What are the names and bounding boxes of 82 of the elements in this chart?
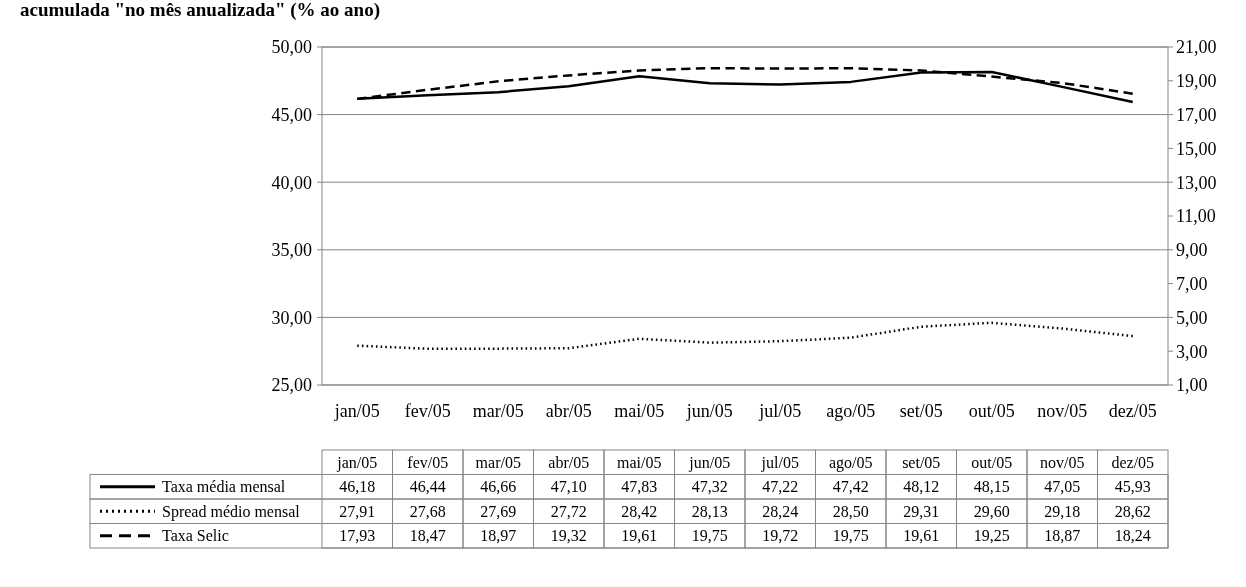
category-label: mar/05 xyxy=(475,453,521,471)
data-label: 29,18 xyxy=(1044,502,1081,520)
category-label: out/05 xyxy=(971,453,1013,471)
y-tick-label: 25,00 xyxy=(271,375,312,396)
y2-tick-label: 7,00 xyxy=(1176,273,1208,294)
legend-label: Spread médio mensal xyxy=(162,502,301,521)
data-label: 19,25 xyxy=(973,527,1010,545)
y2-tick-label: 21,00 xyxy=(1176,37,1217,58)
data-label: 28,62 xyxy=(1114,502,1151,520)
y2-tick-label: 1,00 xyxy=(1176,375,1208,396)
data-label: 28,13 xyxy=(691,502,728,520)
y-tick-label: 35,00 xyxy=(271,240,312,261)
data-label: 27,68 xyxy=(409,502,446,520)
data-label: 47,32 xyxy=(691,478,728,496)
y2-tick-label: 11,00 xyxy=(1176,206,1216,227)
data-label: 18,24 xyxy=(1114,527,1151,545)
y-tick-label: 45,00 xyxy=(271,104,312,125)
data-label: 28,50 xyxy=(832,502,869,520)
category-label: ago/05 xyxy=(828,453,873,471)
x-tick-label: jul/05 xyxy=(758,401,802,421)
category-label: jan/05 xyxy=(337,453,378,471)
x-tick-label: jan/05 xyxy=(333,401,380,421)
data-label: 29,31 xyxy=(903,502,940,520)
data-label: 27,91 xyxy=(339,502,376,520)
data-label: 18,87 xyxy=(1044,527,1081,545)
data-label: 19,72 xyxy=(762,527,799,545)
data-label: 46,18 xyxy=(339,478,376,496)
category-label: mai/05 xyxy=(617,453,662,471)
y2-tick-label: 13,00 xyxy=(1176,172,1217,193)
category-label: fev/05 xyxy=(407,453,449,471)
data-label: 47,22 xyxy=(762,478,799,496)
data-label: 19,32 xyxy=(550,527,587,545)
data-label: 17,93 xyxy=(339,527,376,545)
y-tick-label: 30,00 xyxy=(271,307,312,328)
category-label: set/05 xyxy=(902,453,941,471)
y2-tick-label: 3,00 xyxy=(1176,341,1208,362)
x-tick-label: mai/05 xyxy=(614,401,665,421)
data-label: 46,44 xyxy=(409,478,446,496)
data-label: 47,83 xyxy=(621,478,658,496)
data-label: 28,24 xyxy=(762,502,799,520)
x-tick-label: jun/05 xyxy=(685,401,733,421)
legend-label: Taxa média mensal xyxy=(162,478,286,496)
data-label: 28,42 xyxy=(621,502,658,520)
category-label: nov/05 xyxy=(1040,453,1085,471)
data-label: 29,60 xyxy=(973,502,1010,520)
y2-tick-label: 9,00 xyxy=(1176,240,1208,261)
line-series xyxy=(356,321,1134,351)
data-label: 47,10 xyxy=(550,478,587,496)
x-tick-label: fev/05 xyxy=(404,401,451,421)
category-label: abr/05 xyxy=(548,453,590,471)
data-label: 19,75 xyxy=(691,527,728,545)
y2-tick-label: 15,00 xyxy=(1176,138,1217,159)
x-tick-label: nov/05 xyxy=(1037,401,1088,421)
data-label: 47,05 xyxy=(1044,478,1081,496)
chart-title: acumulada "no mês anualizada" (% ao ano) xyxy=(20,0,380,21)
data-label: 18,97 xyxy=(480,527,517,545)
x-tick-label: set/05 xyxy=(899,401,943,421)
y-tick-label: 50,00 xyxy=(271,37,312,58)
y2-tick-label: 19,00 xyxy=(1176,71,1217,92)
x-tick-label: ago/05 xyxy=(826,401,876,421)
data-label: 48,12 xyxy=(903,478,940,496)
data-label: 48,15 xyxy=(973,478,1010,496)
x-tick-label: out/05 xyxy=(968,401,1015,421)
data-label: 19,61 xyxy=(903,527,940,545)
data-label: 27,69 xyxy=(480,502,517,520)
data-label: 19,75 xyxy=(832,527,869,545)
data-label: 19,61 xyxy=(621,527,658,545)
x-tick-label: mar/05 xyxy=(472,401,524,421)
x-tick-label: abr/05 xyxy=(545,401,592,421)
y2-tick-label: 17,00 xyxy=(1176,104,1217,125)
y2-tick-label: 5,00 xyxy=(1176,307,1208,328)
category-label: dez/05 xyxy=(1111,453,1155,471)
data-label: 46,66 xyxy=(480,478,517,496)
category-label: jun/05 xyxy=(689,453,731,471)
x-tick-label: dez/05 xyxy=(1108,401,1157,421)
data-label: 45,93 xyxy=(1114,478,1151,496)
data-label: 18,47 xyxy=(409,527,446,545)
legend-label: Taxa Selic xyxy=(162,527,229,545)
data-label: 27,72 xyxy=(550,502,587,520)
data-label: 47,42 xyxy=(832,478,869,496)
y-tick-label: 40,00 xyxy=(271,172,312,193)
category-label: jul/05 xyxy=(761,453,799,471)
